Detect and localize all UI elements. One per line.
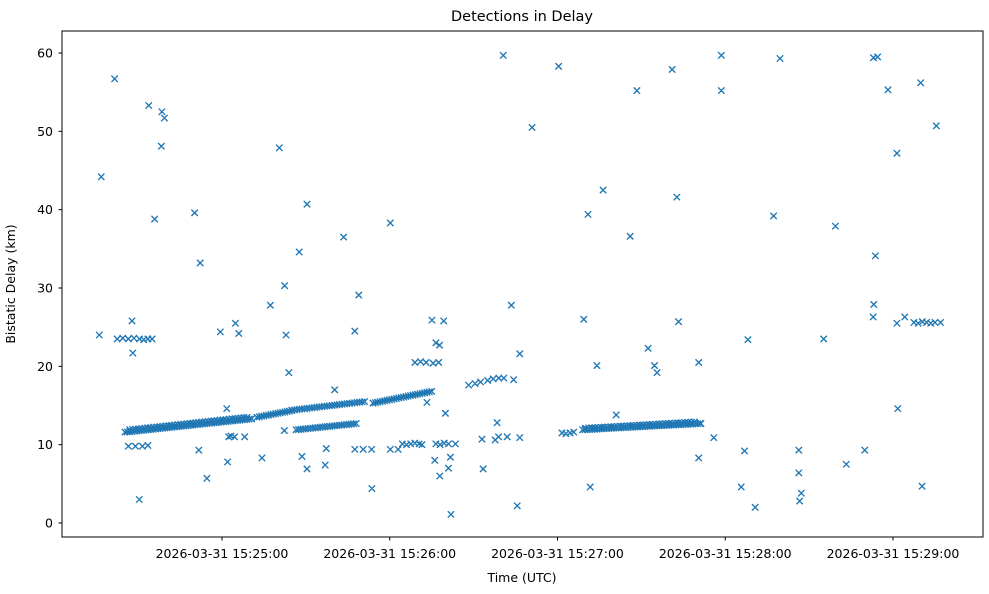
axes-layer: 2026-03-31 15:25:00 2026-03-31 15:26:00 20… [37, 30, 984, 561]
y-tick-label: 20 [37, 359, 53, 374]
y-tick-label: 10 [37, 437, 53, 452]
x-tick-label: 2026-03-31 15:26:00 [323, 546, 456, 561]
x-tick-label: 2026-03-31 15:28:00 [659, 546, 792, 561]
y-tick-label: 0 [45, 516, 53, 531]
y-tick-label: 60 [37, 46, 53, 61]
y-axis-label: Bistatic Delay (km) [3, 224, 18, 343]
x-tick-label: 2026-03-31 15:29:00 [827, 546, 960, 561]
x-tick-label: 2026-03-31 15:27:00 [491, 546, 624, 561]
scatter-points-layer [95, 51, 945, 519]
x-axis-label: Time (UTC) [486, 570, 556, 585]
y-tick-label: 50 [37, 124, 53, 139]
plot-spines [61, 30, 984, 538]
data-point-markers [95, 51, 945, 519]
x-tick-label: 2026-03-31 15:25:00 [156, 546, 289, 561]
y-tick-label: 30 [37, 281, 53, 296]
y-tick-label: 40 [37, 202, 53, 217]
chart-title: Detections in Delay [451, 9, 593, 25]
